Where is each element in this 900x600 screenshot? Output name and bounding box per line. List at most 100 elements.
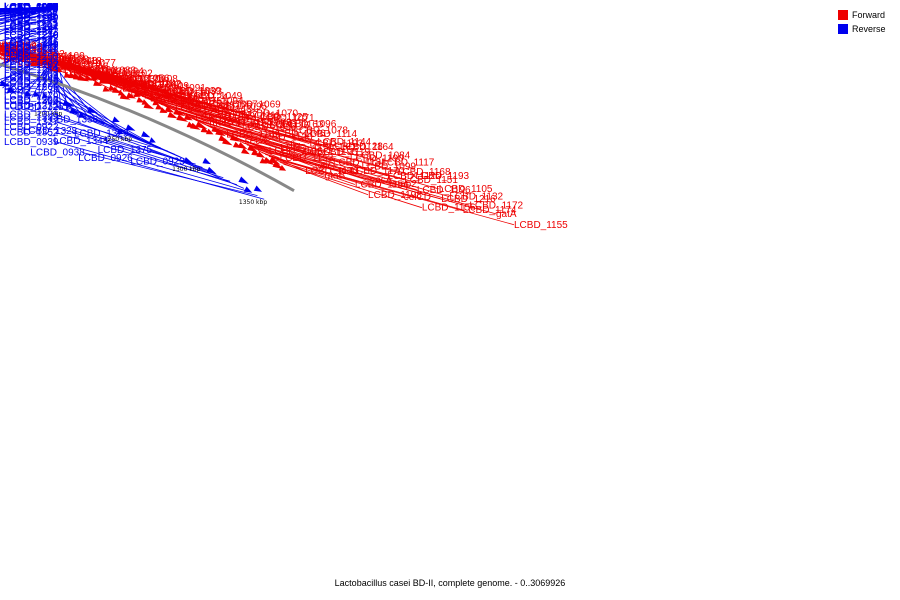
gene-label[interactable]: LCBD_1114	[304, 129, 357, 140]
gene-label[interactable]: LCBD_1210	[4, 30, 59, 41]
gene-label[interactable]: LCBD_1163	[270, 120, 324, 131]
gene-label[interactable]: LCBD_1097	[109, 83, 164, 94]
gene-label[interactable]: LCBD_1108	[124, 74, 178, 85]
gene-label[interactable]: LCBD_1195	[304, 147, 358, 158]
gene-label[interactable]: LCBD_1223	[4, 48, 59, 59]
gene-label[interactable]: LCBD_1007	[4, 2, 59, 13]
gene-label[interactable]: LCBD_0996	[4, 2, 59, 13]
gene-label[interactable]: LCBD_1276	[4, 37, 59, 48]
gene-label[interactable]: LCBD_1034	[89, 67, 144, 78]
gene-label[interactable]: eno	[140, 80, 157, 91]
gene-label[interactable]: LCBD_1146	[272, 129, 326, 140]
gene-label[interactable]: LCBD_1169	[226, 130, 280, 141]
gene-label[interactable]: LCBD_1145	[150, 93, 204, 104]
gene-label[interactable]: LCBD_1204	[4, 72, 59, 83]
gene-label[interactable]: LCBD_1002	[4, 2, 59, 13]
gene-label[interactable]: LCBD_1158	[4, 4, 58, 15]
gene-label[interactable]: LCBD_1109	[135, 81, 189, 92]
gene-label[interactable]: LCBD_1066	[4, 2, 59, 13]
gene-label[interactable]: LCBD_1246	[4, 37, 59, 48]
gene-label[interactable]: LCBD_1271	[4, 3, 59, 14]
gene-label[interactable]: LCBD_1137	[4, 9, 58, 20]
gene-label[interactable]: LCBD_1101	[120, 79, 174, 90]
gene-label[interactable]: LCBD_1084	[356, 150, 411, 161]
gene-label[interactable]: LCBD_1104	[195, 113, 249, 124]
gene-label[interactable]: LCBD_1247	[4, 23, 59, 34]
gene-label[interactable]: LCBD_1161	[4, 2, 58, 13]
gene-label[interactable]: LCBD_1106	[269, 146, 323, 157]
gene-label[interactable]: LCBD_0922	[4, 122, 59, 133]
gene-label[interactable]: ydiC	[315, 162, 335, 173]
gene-label[interactable]: LCBD_1075	[167, 96, 222, 107]
gene-label[interactable]: LCBD_1132	[449, 192, 503, 203]
gene-label[interactable]: LCBD_1266	[4, 82, 59, 93]
gene-label[interactable]: LCBD_1001	[4, 2, 59, 13]
gene-label[interactable]: LCBD_1125	[254, 112, 308, 123]
gene-label[interactable]: LCBD_1264	[4, 22, 59, 33]
gene-label[interactable]: LCBD_1115	[182, 101, 235, 112]
gene-label[interactable]: LCBD_1038	[84, 70, 139, 81]
gene-label[interactable]: ampS	[4, 48, 30, 59]
gene-label[interactable]: LCBD_1162	[144, 91, 198, 102]
gene-label[interactable]: LCBD_1136	[4, 2, 58, 13]
gene-label[interactable]: LCBD_1029	[0, 47, 43, 58]
gene-label[interactable]: LCBD_1098	[237, 117, 292, 128]
gene-label[interactable]: potA	[73, 66, 94, 77]
gene-label[interactable]: LCBD_0941	[4, 2, 59, 13]
gene-label[interactable]: map	[338, 165, 358, 176]
gene-label[interactable]: LCBD_1047	[21, 54, 76, 65]
gene-label[interactable]: LCBD_1077	[61, 58, 116, 69]
gene-label[interactable]: LCBD_1168	[397, 167, 451, 178]
gene-label[interactable]: LCBD_1046	[54, 62, 109, 73]
gene-label[interactable]: LCBD_1123	[110, 75, 164, 86]
gene-label[interactable]: LCBD_1091	[151, 83, 206, 94]
gene-label[interactable]: LCBD_1102	[99, 69, 153, 80]
gene-label[interactable]: LCBD_1143	[198, 104, 252, 115]
gene-label[interactable]: map2	[392, 179, 417, 190]
gene-label[interactable]: LCBD_1006	[4, 2, 59, 13]
gene-label[interactable]: LCBD_0995	[4, 2, 59, 13]
gene-label[interactable]: LCBD_1170	[350, 166, 404, 177]
gene-label[interactable]: LCBD_1375	[98, 145, 153, 156]
gene-label[interactable]: LCBD_1160	[4, 2, 58, 13]
gene-label[interactable]: LCBD_1039	[167, 86, 222, 97]
gene-label[interactable]: lig	[290, 141, 300, 152]
gene-label[interactable]: LCBD_1105	[439, 184, 493, 195]
gene-label[interactable]: LCBD_1055	[9, 52, 64, 63]
gene-label[interactable]: LCBD_1272	[4, 79, 59, 90]
gene-label[interactable]: gtaB	[325, 170, 346, 181]
gene-label[interactable]: LCBD_1269	[4, 13, 59, 24]
gene-label[interactable]: LCBD_1155	[514, 220, 568, 231]
gene-label[interactable]: LCBD_0991	[4, 2, 59, 13]
gene-label[interactable]: LCBD_1326	[4, 110, 59, 121]
gene-label[interactable]: LCBD_1127	[204, 110, 258, 121]
gene-label[interactable]: kcnA1	[4, 2, 32, 13]
gene-label[interactable]: LCBD_1100	[31, 51, 85, 62]
gene-label[interactable]: LCBD_1188	[175, 104, 229, 115]
gene-label[interactable]: LCBD_1185	[4, 14, 58, 25]
gene-label[interactable]: LCBD_1192	[4, 2, 58, 13]
gene-label[interactable]: LCBD_1227	[4, 21, 59, 32]
gene-label[interactable]: malC	[0, 44, 22, 55]
gene-label[interactable]: LCBD_1173	[305, 166, 359, 177]
gene-label[interactable]: LCBD_1211	[4, 44, 58, 55]
gene-label[interactable]: LCBD_1093	[168, 86, 223, 97]
gene-label[interactable]: LCBD_1096	[282, 119, 337, 130]
gene-label[interactable]: LCBD_1058	[0, 41, 20, 52]
gene-label[interactable]: LCBD_1174	[463, 205, 517, 216]
gene-label[interactable]: LCBD_1186	[4, 2, 58, 13]
gene-label[interactable]: LCBD_1329	[74, 129, 129, 140]
gene-label[interactable]: LCBD_1336	[44, 114, 99, 125]
gene-label[interactable]: LCBD_1151	[404, 175, 458, 186]
gene-label[interactable]: LCBD_1142	[128, 79, 182, 90]
gene-label[interactable]: LCBD_1128	[329, 141, 383, 152]
gene-label[interactable]: LCBD_1071	[260, 113, 315, 124]
gene-label[interactable]: LCBD_1070	[244, 108, 299, 119]
gene-label[interactable]: LCBD_1172	[469, 200, 523, 211]
gene-label[interactable]: secA	[245, 136, 268, 147]
gene-label[interactable]: LCBD_1111	[228, 110, 281, 121]
gene-label[interactable]: LCBD_1059	[0, 41, 37, 52]
gene-label[interactable]: LCBD_1057	[0, 47, 54, 58]
gene-label[interactable]: LCBD_1333	[4, 113, 59, 124]
gene-label[interactable]: LCBD_1196	[417, 185, 471, 196]
